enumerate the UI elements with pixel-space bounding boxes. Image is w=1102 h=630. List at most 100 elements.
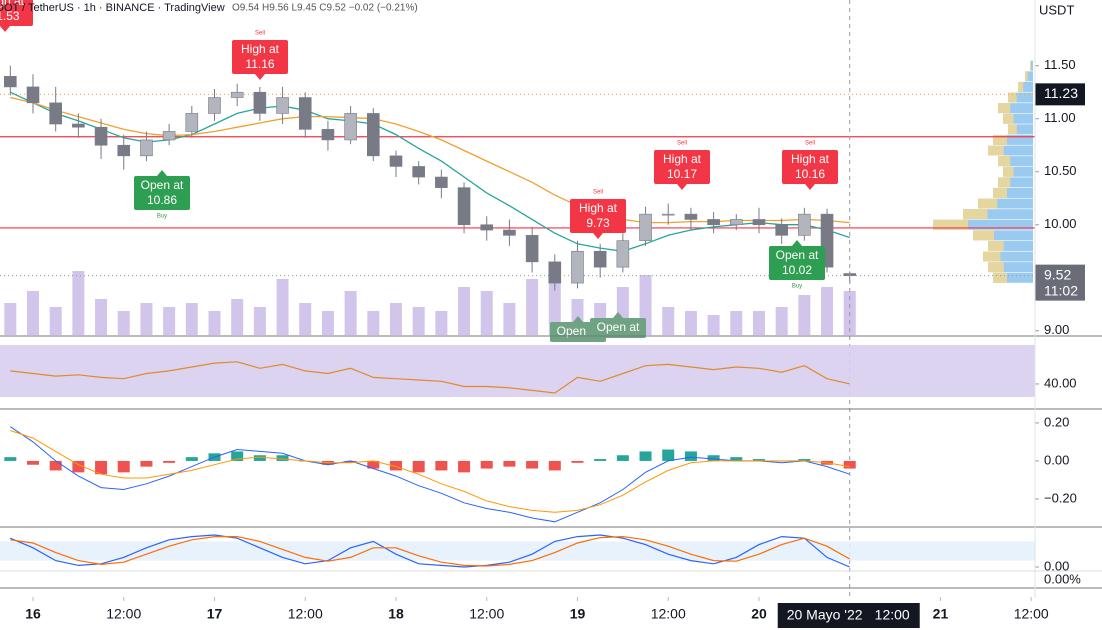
chart-header: DOT / TetherUS · 1h · BINANCE · TradingV… xyxy=(0,2,225,14)
signal-value: 10.17 xyxy=(667,167,697,181)
profile-bar xyxy=(998,177,1033,188)
volume-bar xyxy=(730,311,743,335)
volume-bar xyxy=(548,267,561,335)
candle-body xyxy=(661,213,675,216)
macd-histogram-bar xyxy=(707,455,720,461)
macd-histogram-bar xyxy=(72,460,85,473)
x-tick-label: 18 xyxy=(388,606,404,622)
candle-body xyxy=(344,113,357,141)
macd-histogram-bar xyxy=(163,460,176,463)
crosshair-time: 12:00 xyxy=(875,607,910,623)
y-tick-label: 10.00 xyxy=(1044,216,1077,231)
profile-bar-edge xyxy=(993,272,1007,283)
profile-bar-edge xyxy=(978,198,998,209)
macd-histogram-bar xyxy=(435,460,448,471)
signal-arrow xyxy=(613,312,623,318)
last-price-label: 9.52 xyxy=(1044,266,1071,282)
y-tick-label: 40.00 xyxy=(1044,375,1077,390)
signal-value: 10.86 xyxy=(147,193,177,207)
signal-value: 11.53 xyxy=(0,9,20,23)
signal-title: High at xyxy=(791,152,830,166)
profile-bar-edge xyxy=(988,240,1004,251)
y-tick-label: 11.50 xyxy=(1044,57,1076,72)
candle-body xyxy=(26,86,40,104)
candle-body xyxy=(798,213,811,236)
signal-box xyxy=(654,150,710,184)
candle-body xyxy=(140,139,153,157)
signal-arrow xyxy=(573,316,583,322)
volume-bar xyxy=(185,303,198,335)
macd-histogram-bar xyxy=(594,459,607,461)
macd-histogram-bar xyxy=(480,460,493,469)
y-tick-label: −0.20 xyxy=(1044,490,1077,505)
signal-box xyxy=(232,40,288,74)
candle-body xyxy=(548,261,562,284)
volume-bar xyxy=(412,307,425,335)
indicator-line xyxy=(10,361,850,394)
profile-bar xyxy=(1025,71,1033,82)
profile-bar xyxy=(973,230,1033,241)
signal-arrow xyxy=(677,184,687,190)
volume-bar xyxy=(707,315,720,335)
volume-bar xyxy=(72,271,85,335)
volume-bar xyxy=(367,311,380,335)
profile-bar-edge xyxy=(983,251,1001,262)
macd-histogram-bar xyxy=(752,459,765,461)
x-tick-label: 16 xyxy=(25,606,41,622)
signal-arrow xyxy=(0,26,10,32)
indicator-value-label: 0.00% xyxy=(1044,571,1081,586)
signal-arrow xyxy=(157,170,167,176)
candle-body xyxy=(162,131,176,141)
profile-bar xyxy=(1003,166,1033,177)
candle-body xyxy=(4,76,17,88)
macd-histogram-bar xyxy=(140,460,153,467)
volume-bar xyxy=(253,307,266,335)
volume-bar xyxy=(662,307,675,335)
macd-histogram-bar xyxy=(639,451,652,461)
volume-bar xyxy=(49,307,62,335)
volume-bar xyxy=(503,303,516,335)
y-tick-label: 0.00 xyxy=(1044,558,1069,573)
signal-title: Open at xyxy=(597,320,640,334)
profile-bar xyxy=(1008,124,1033,135)
candle-body xyxy=(321,129,335,141)
candle-body xyxy=(185,113,199,132)
macd-histogram-bar xyxy=(367,460,380,469)
candle-body xyxy=(639,213,652,241)
profile-bar xyxy=(993,187,1033,198)
signal-title: High at xyxy=(663,152,702,166)
candle-body xyxy=(525,235,539,263)
profile-bar xyxy=(933,219,1033,230)
profile-bar xyxy=(978,198,1033,209)
last-price-box xyxy=(1035,264,1085,301)
macd-histogram-bar xyxy=(458,460,471,473)
profile-bar-edge xyxy=(933,219,968,230)
macd-histogram-bar xyxy=(412,460,425,473)
macd-histogram-bar xyxy=(843,460,856,469)
macd-histogram-bar xyxy=(571,460,584,463)
x-tick-label: 12:00 xyxy=(651,606,686,622)
signal-value: 9.73 xyxy=(586,216,610,230)
signal-value: 10.16 xyxy=(795,167,825,181)
signal-tag: Sell xyxy=(593,190,603,196)
macd-histogram-bar xyxy=(4,457,17,461)
profile-bar-edge xyxy=(1008,124,1017,135)
candle-body xyxy=(230,91,244,98)
signal-arrow xyxy=(792,240,802,246)
ohlc-readout: O9.54 H9.56 L9.45 C9.52 −0.02 (−0.21%) xyxy=(232,3,418,14)
candle-body xyxy=(616,240,630,268)
macd-histogram-bar xyxy=(389,460,402,471)
volume-bar xyxy=(344,291,357,335)
x-tick-label: 20 xyxy=(751,606,767,622)
macd-histogram-bar xyxy=(49,460,62,471)
macd-histogram-bar xyxy=(662,449,675,461)
x-tick-label: 12:00 xyxy=(1014,606,1049,622)
candle-body xyxy=(276,97,289,114)
signal-title: High at xyxy=(0,0,25,8)
volume-bar xyxy=(480,291,493,335)
signal-title: Open at xyxy=(776,248,819,262)
y-tick-label: 0.00 xyxy=(1044,452,1069,467)
volume-bar xyxy=(231,299,244,335)
x-tick-label: 17 xyxy=(207,606,223,622)
